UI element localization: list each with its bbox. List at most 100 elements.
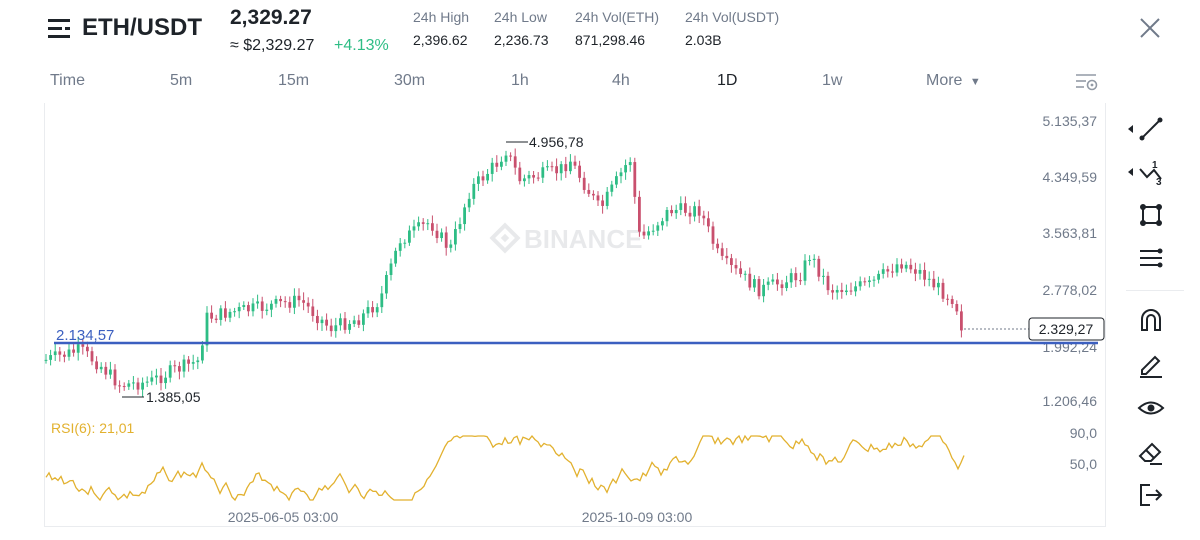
candle-body xyxy=(260,301,264,311)
stat-24h-low-value: 2,236.73 xyxy=(494,32,549,48)
tab-5m[interactable]: 5m xyxy=(170,72,193,89)
fib-lines-tool[interactable] xyxy=(1136,243,1166,273)
candlestick-series xyxy=(44,148,963,397)
trend-line-icon xyxy=(1128,117,1163,141)
tab-1d[interactable]: 1D xyxy=(717,72,738,89)
candle-body xyxy=(316,315,319,324)
rectangle-tool[interactable] xyxy=(1136,200,1166,230)
candle-body xyxy=(72,349,75,353)
candle-body xyxy=(523,178,526,182)
candle-body xyxy=(389,263,393,275)
close-icon[interactable] xyxy=(1138,16,1162,40)
candle-body xyxy=(348,323,351,330)
candle-body xyxy=(426,223,430,225)
rsi-label: RSI(6): 21,01 xyxy=(51,420,134,436)
candle-body xyxy=(67,349,71,357)
menu-icon[interactable] xyxy=(48,18,72,40)
candle-body xyxy=(559,164,563,174)
trend-line-tool[interactable] xyxy=(1128,114,1166,144)
candle-body xyxy=(431,223,434,231)
candle-body xyxy=(633,162,637,197)
candle-body xyxy=(495,162,499,167)
candle-body xyxy=(513,156,517,168)
candle-body xyxy=(375,307,379,313)
current-price-tag-label: 2.329,27 xyxy=(1039,321,1094,337)
candle-body xyxy=(366,307,370,314)
candle-body xyxy=(808,259,811,261)
candle-body xyxy=(122,386,126,388)
candle-body xyxy=(311,306,315,316)
symbol-title[interactable]: ETH/USDT xyxy=(82,14,202,41)
candle-body xyxy=(610,184,614,192)
candle-body xyxy=(941,282,945,299)
candle-body xyxy=(132,382,135,384)
candle-body xyxy=(849,290,853,292)
chart-settings-icon[interactable] xyxy=(1074,70,1100,94)
candle-body xyxy=(587,189,591,194)
candle-body xyxy=(615,176,618,185)
candle-body xyxy=(785,282,788,289)
exit-icon xyxy=(1140,484,1163,506)
magnet-tool[interactable] xyxy=(1136,306,1166,336)
candle-body xyxy=(182,359,186,372)
candle-body xyxy=(247,305,250,312)
candle-body xyxy=(638,196,641,232)
candle-body xyxy=(960,311,963,331)
visibility-tool[interactable] xyxy=(1136,393,1166,423)
candle-body xyxy=(159,375,163,384)
candle-body xyxy=(440,232,443,239)
exit-drawing-tool[interactable] xyxy=(1136,480,1166,510)
tab-1h[interactable]: 1h xyxy=(511,72,529,89)
candle-body xyxy=(449,244,453,248)
candle-body xyxy=(619,172,623,177)
candle-body xyxy=(490,162,494,174)
candle-body xyxy=(141,382,144,390)
candle-body xyxy=(109,369,112,375)
candle-body xyxy=(339,318,342,326)
candle-body xyxy=(642,231,646,236)
binance-watermark: BINANCE xyxy=(489,222,642,254)
tab-4h[interactable]: 4h xyxy=(612,72,630,89)
pencil-tool[interactable] xyxy=(1136,349,1166,379)
candle-body xyxy=(730,258,733,266)
candle-body xyxy=(670,209,673,214)
tab-more[interactable]: More ▼ xyxy=(926,72,981,90)
multi-line-tool[interactable]: 1 3 xyxy=(1128,157,1166,188)
candle-body xyxy=(76,344,80,353)
candle-body xyxy=(86,346,89,352)
candle-body xyxy=(569,161,572,172)
candle-body xyxy=(90,351,94,362)
candle-body xyxy=(817,258,821,277)
candle-body xyxy=(757,279,761,297)
candle-body xyxy=(274,298,278,304)
tab-15m[interactable]: 15m xyxy=(278,72,310,89)
candle-body xyxy=(937,282,940,288)
candle-body xyxy=(766,281,770,285)
candle-body xyxy=(743,273,747,275)
stat-24h-vol-usdt-value: 2.03B xyxy=(685,32,722,48)
candle-body xyxy=(228,311,232,318)
candle-body xyxy=(191,362,195,364)
candle-body xyxy=(564,164,568,172)
price-axis-label: 1.992,24 xyxy=(1043,339,1098,355)
eraser-tool[interactable] xyxy=(1136,437,1166,467)
candle-body xyxy=(81,344,85,347)
candle-body xyxy=(500,161,503,167)
toolbar-divider xyxy=(1126,290,1184,291)
candle-body xyxy=(845,290,848,293)
tab-time[interactable]: Time xyxy=(50,72,85,89)
tab-30m[interactable]: 30m xyxy=(394,72,426,89)
candle-body xyxy=(835,289,839,293)
candle-body xyxy=(371,307,374,313)
chart-frame[interactable] xyxy=(44,103,1106,527)
candle-body xyxy=(99,366,103,370)
tab-1w[interactable]: 1w xyxy=(822,72,843,89)
candle-body xyxy=(872,279,876,281)
candle-body xyxy=(863,281,867,283)
candle-body xyxy=(435,230,439,239)
candle-body xyxy=(693,206,696,217)
candle-body xyxy=(279,298,282,302)
candle-body xyxy=(904,264,908,269)
candle-body xyxy=(734,265,738,269)
